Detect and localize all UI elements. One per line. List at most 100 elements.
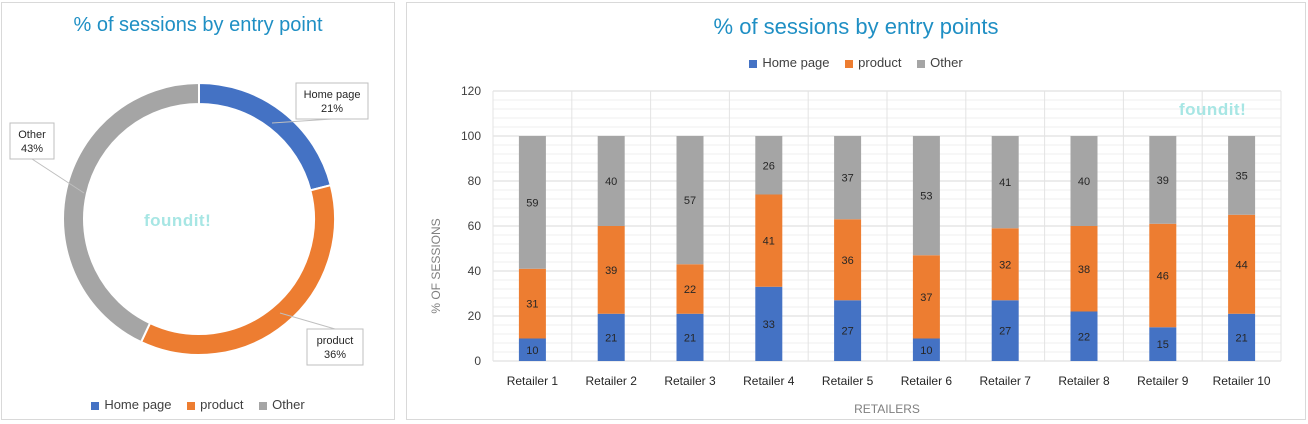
- callout-box-home-page: [295, 82, 369, 120]
- x-tick-label: Retailer 7: [980, 374, 1032, 388]
- callout-label-other: Other: [18, 129, 46, 141]
- callout-box-product: [306, 328, 364, 366]
- donut-slice-other: [62, 81, 200, 344]
- data-label-product: 39: [605, 265, 617, 277]
- data-label-home-page: 10: [526, 345, 538, 357]
- legend-label-home: Home page: [104, 397, 172, 412]
- callout-leader-product: [279, 312, 336, 330]
- x-tick-label: Retailer 4: [743, 374, 795, 388]
- bar-segment-other: [1228, 136, 1256, 215]
- bar-segment-other: [912, 136, 940, 256]
- donut-chart: Home page 21% product 36% Other 43%: [9, 81, 369, 366]
- data-label-product: 46: [1157, 271, 1169, 283]
- y-tick-label: 40: [468, 264, 482, 278]
- bar-segment-product: [518, 268, 546, 339]
- data-label-product: 37: [920, 292, 932, 304]
- legend-swatch-product: [845, 59, 854, 68]
- bar-segment-product: [1149, 223, 1177, 328]
- data-label-product: 31: [526, 299, 538, 311]
- data-label-home-page: 21: [605, 332, 617, 344]
- legend-item-product: product: [845, 55, 902, 70]
- data-label-other: 37: [841, 173, 853, 185]
- legend-item-other: Other: [917, 55, 963, 70]
- y-axis-title: % OF SESSIONS: [429, 218, 443, 313]
- data-label-home-page: 10: [920, 345, 932, 357]
- x-tick-label: Retailer 1: [507, 374, 559, 388]
- x-tick-label: Retailer 6: [901, 374, 953, 388]
- y-tick-label: 60: [468, 219, 482, 233]
- bar-segment-other: [991, 136, 1019, 229]
- callout-leader-other: [31, 158, 85, 194]
- legend-swatch-home: [749, 59, 758, 68]
- bar-segment-product: [991, 228, 1019, 301]
- data-label-home-page: 33: [763, 319, 775, 331]
- bar-segment-other: [1149, 136, 1177, 224]
- data-label-other: 57: [684, 195, 696, 207]
- data-label-product: 44: [1235, 259, 1247, 271]
- data-label-home-page: 15: [1157, 339, 1169, 351]
- data-label-home-page: 22: [1078, 331, 1090, 343]
- data-label-product: 32: [999, 259, 1011, 271]
- data-label-home-page: 21: [684, 332, 696, 344]
- bar-segment-product: [912, 255, 940, 339]
- x-tick-label: Retailer 10: [1213, 374, 1271, 388]
- y-tick-label: 80: [468, 174, 482, 188]
- data-label-other: 39: [1157, 175, 1169, 187]
- y-tick-label: 20: [468, 309, 482, 323]
- data-callout-product: product 36%: [279, 312, 364, 366]
- bar-segment-home-page: [1228, 313, 1256, 361]
- bar-segment-other: [676, 136, 704, 265]
- bar-chart-title: % of sessions by entry points: [713, 14, 999, 39]
- bar-segment-product: [676, 264, 704, 314]
- data-label-other: 40: [605, 176, 617, 188]
- callout-value-home-page: 21%: [321, 103, 343, 115]
- bar-segment-home-page: [755, 286, 783, 361]
- data-label-other: 35: [1235, 170, 1247, 182]
- legend-label-other: Other: [272, 397, 305, 412]
- bar-segment-home-page: [1070, 311, 1098, 361]
- data-label-home-page: 21: [1235, 332, 1247, 344]
- bar-chart-panel: % of sessions by entry points Home page …: [406, 2, 1306, 420]
- legend-item-home-page: Home page: [749, 55, 830, 70]
- legend-swatch-home: [91, 401, 100, 410]
- stacked-bar-chart: 0 20 40 60 80 100 120 10 31 59 Retailer 1 21 39 40 Ret…: [429, 84, 1282, 416]
- callout-label-product: product: [317, 335, 354, 347]
- legend-swatch-product: [187, 401, 196, 410]
- data-label-other: 40: [1078, 176, 1090, 188]
- watermark-logo: foundit!: [144, 211, 212, 230]
- callout-box-other: [9, 122, 55, 160]
- data-label-home-page: 27: [999, 326, 1011, 338]
- data-label-product: 22: [684, 284, 696, 296]
- data-callout-home-page: Home page 21%: [271, 82, 369, 124]
- legend-item-other: Other: [259, 397, 305, 412]
- bar-segment-other: [1070, 136, 1098, 226]
- callout-value-product: 36%: [324, 349, 346, 361]
- legend-label-other: Other: [930, 55, 963, 70]
- data-label-other: 41: [999, 177, 1011, 189]
- data-label-home-page: 27: [841, 326, 853, 338]
- data-label-other: 53: [920, 191, 932, 203]
- bar-segment-home-page: [518, 338, 546, 361]
- data-callout-other: Other 43%: [9, 122, 85, 194]
- legend-swatch-other: [259, 401, 268, 410]
- callout-label-home-page: Home page: [304, 89, 361, 101]
- bar-segment-home-page: [597, 313, 625, 361]
- donut-chart-panel: % of sessions by entry point Home page 21…: [1, 2, 395, 420]
- watermark-logo: foundit!: [1179, 100, 1247, 119]
- data-label-other: 59: [526, 197, 538, 209]
- legend-label-product: product: [200, 397, 244, 412]
- legend-swatch-other: [917, 59, 926, 68]
- x-tick-label: Retailer 9: [1137, 374, 1189, 388]
- bar-segment-home-page: [912, 338, 940, 361]
- bar-segment-home-page: [676, 313, 704, 361]
- bar-legend: Home page product Other: [407, 55, 1305, 70]
- legend-label-product: product: [858, 55, 902, 70]
- bar-segment-home-page: [1149, 327, 1177, 361]
- bar-segment-product: [834, 219, 862, 301]
- bar-segment-other: [755, 136, 783, 195]
- donut-chart-title: % of sessions by entry point: [73, 14, 323, 36]
- bar-segment-product: [1070, 226, 1098, 312]
- bar-segment-home-page: [834, 300, 862, 361]
- x-tick-label: Retailer 3: [664, 374, 716, 388]
- bar-segment-other: [597, 136, 625, 226]
